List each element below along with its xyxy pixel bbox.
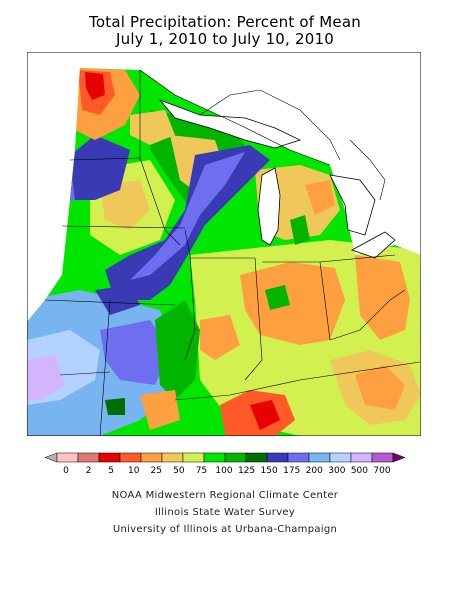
- credit-noaa: NOAA Midwestern Regional Climate Center: [111, 490, 339, 501]
- legend-tick-label: 125: [238, 466, 255, 476]
- legend-tick-label: 500: [351, 466, 368, 476]
- credit-uiuc: University of Illinois at Urbana-Champai…: [112, 524, 338, 535]
- lake-erie: [351, 231, 396, 259]
- legend-swatch: [77, 452, 100, 463]
- legend-tick-label: 5: [108, 466, 114, 476]
- legend-swatch: [182, 452, 205, 463]
- legend-swatch: [245, 452, 268, 463]
- legend-tick-label: 75: [196, 466, 207, 476]
- legend-swatch: [44, 452, 58, 463]
- legend-tick-label: 0: [63, 466, 69, 476]
- legend-tick-label: 10: [128, 466, 140, 476]
- legend-swatch: [266, 452, 289, 463]
- legend-swatch: [119, 452, 142, 463]
- lake-michigan: [257, 167, 281, 246]
- map-date-range: July 1, 2010 to July 10, 2010: [116, 30, 334, 48]
- legend-tick-label: 175: [283, 466, 300, 476]
- legend-swatch: [224, 452, 247, 463]
- legend-swatch: [56, 452, 79, 463]
- legend-swatch: [203, 452, 226, 463]
- legend-swatch: [287, 452, 310, 463]
- legend-swatch: [371, 452, 394, 463]
- legend-tick-label: 300: [328, 466, 345, 476]
- legend-tick-label: 150: [261, 466, 278, 476]
- legend-swatch: [392, 452, 406, 463]
- legend-swatch: [98, 452, 121, 463]
- legend-tick-label: 2: [86, 466, 92, 476]
- lake-superior: [158, 99, 302, 149]
- legend-swatch: [329, 452, 352, 463]
- legend-swatch: [161, 452, 184, 463]
- legend-swatch: [308, 452, 331, 463]
- coastline: [139, 69, 386, 201]
- legend-swatch: [350, 452, 373, 463]
- state-borders: [44, 70, 421, 436]
- credit-isws: Illinois State Water Survey: [154, 507, 296, 518]
- legend-tick-label: 700: [373, 466, 390, 476]
- map-title: Total Precipitation: Percent of Mean: [89, 13, 361, 31]
- legend-tick-label: 25: [151, 466, 162, 476]
- legend-swatch: [140, 452, 163, 463]
- legend-tick-label: 50: [173, 466, 185, 476]
- legend-tick-label: 200: [306, 466, 323, 476]
- lake-huron: [329, 174, 376, 236]
- legend-tick-label: 100: [215, 466, 232, 476]
